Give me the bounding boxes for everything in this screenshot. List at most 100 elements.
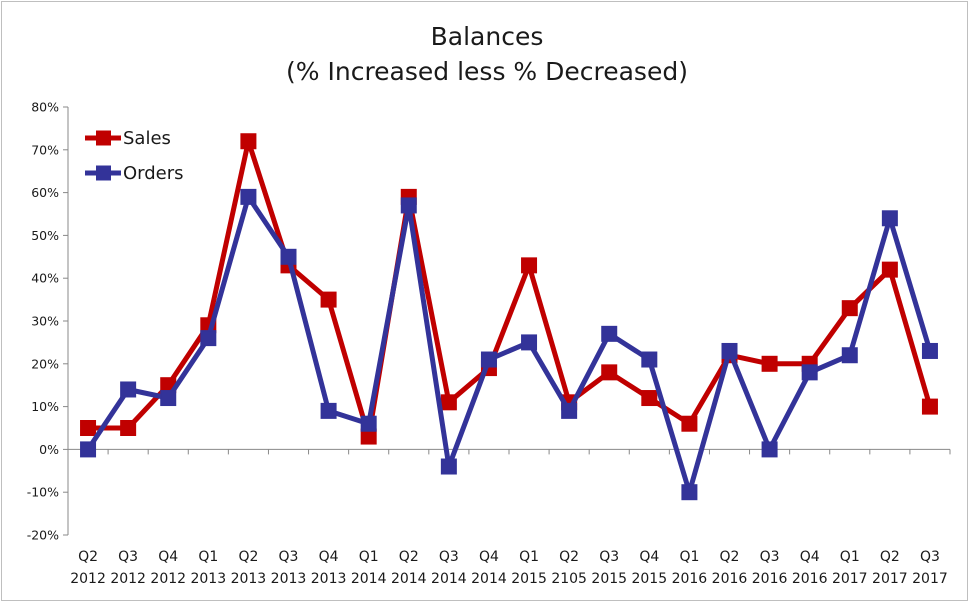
x-tick-label-year: 2012 xyxy=(150,571,186,587)
x-tick-label-year: 2016 xyxy=(752,571,788,587)
data-point-orders xyxy=(120,381,137,398)
x-axis-ticks: Q2 2012 Q3 2012 Q4 2012 Q1 2013 Q2 2013 Q3 2013 Q4 20… xyxy=(67,449,951,587)
x-tick-label-year: 2014 xyxy=(431,571,467,587)
legend-label-sales: Sales xyxy=(123,128,171,149)
x-tick-label-quarter: Q2 xyxy=(720,549,740,565)
data-point-orders xyxy=(641,351,658,368)
data-point-sales xyxy=(240,133,257,150)
data-point-orders xyxy=(681,484,698,501)
data-point-sales xyxy=(921,398,938,415)
data-point-orders xyxy=(841,347,858,364)
x-tick-label-quarter: Q4 xyxy=(479,549,499,565)
data-point-sales xyxy=(521,257,538,274)
x-tick-label-quarter: Q4 xyxy=(158,549,178,565)
y-tick-label: 60% xyxy=(31,185,59,200)
data-point-sales xyxy=(841,300,858,317)
x-tick-label-year: 2105 xyxy=(551,571,587,587)
data-point-sales xyxy=(440,394,457,411)
series-line-sales xyxy=(88,138,933,440)
x-tick-label-quarter: Q1 xyxy=(519,549,539,565)
series-line-orders xyxy=(85,194,933,495)
x-tick-label-quarter: Q2 xyxy=(559,549,579,565)
y-tick-label: 20% xyxy=(31,356,59,371)
legend-marker-sales xyxy=(96,130,111,146)
x-tick-label-year: 2014 xyxy=(351,571,387,587)
y-tick-label: 50% xyxy=(31,228,59,243)
data-point-orders xyxy=(240,188,257,205)
data-point-orders xyxy=(200,330,217,347)
legend-marker-orders xyxy=(96,165,111,181)
data-point-orders xyxy=(521,334,538,351)
y-tick-label: 10% xyxy=(31,399,59,414)
chart-subtitle: (% Increased less % Decreased) xyxy=(286,57,688,86)
data-point-sales xyxy=(761,355,778,372)
x-tick-label-year: 2017 xyxy=(912,571,948,587)
x-tick-label-year: 2017 xyxy=(832,571,868,587)
x-tick-label-year: 2016 xyxy=(712,571,748,587)
x-tick-label-year: 2013 xyxy=(311,571,347,587)
y-tick-label: -20% xyxy=(27,528,59,543)
data-point-sales xyxy=(881,261,898,278)
data-point-sales xyxy=(641,390,658,407)
data-point-orders xyxy=(440,458,457,475)
series-layer xyxy=(80,133,938,501)
data-point-sales xyxy=(80,420,97,436)
data-point-sales xyxy=(601,364,618,381)
data-point-orders xyxy=(921,342,938,359)
data-point-orders xyxy=(761,441,778,458)
data-point-sales xyxy=(681,415,698,432)
x-tick-label-quarter: Q3 xyxy=(279,549,299,565)
data-point-orders xyxy=(160,390,177,407)
x-tick-label-quarter: Q3 xyxy=(760,549,780,565)
y-axis-ticks: -20% -10% 0% 10% 20% 30% 40% 50% 60% 70% 80% xyxy=(27,100,68,543)
x-tick-label-year: 2017 xyxy=(872,571,908,587)
data-point-orders xyxy=(721,342,738,359)
x-tick-label-quarter: Q1 xyxy=(359,549,379,565)
data-point-orders xyxy=(80,441,97,458)
legend-label-orders: Orders xyxy=(123,163,184,184)
series-orders xyxy=(80,188,938,501)
data-point-sales xyxy=(320,291,337,308)
x-tick-label-year: 2013 xyxy=(190,571,226,587)
x-tick-label-quarter: Q4 xyxy=(639,549,659,565)
chart-title: Balances xyxy=(431,22,544,51)
x-tick-label-quarter: Q2 xyxy=(880,549,900,565)
x-tick-label-year: 2014 xyxy=(471,571,507,587)
x-tick-label-year: 2016 xyxy=(672,571,708,587)
x-tick-label-year: 2012 xyxy=(110,571,146,587)
series-sales xyxy=(80,133,938,445)
x-tick-label-year: 2013 xyxy=(271,571,307,587)
x-tick-label-quarter: Q2 xyxy=(238,549,258,565)
x-tick-label-quarter: Q1 xyxy=(840,549,860,565)
x-tick-label-quarter: Q3 xyxy=(599,549,619,565)
y-tick-label: 0% xyxy=(39,442,59,457)
x-tick-label-quarter: Q2 xyxy=(399,549,419,565)
y-tick-label: -10% xyxy=(27,485,59,500)
data-point-orders xyxy=(601,325,618,342)
data-point-orders xyxy=(480,351,497,368)
x-tick-label-year: 2015 xyxy=(591,571,627,587)
legend-item-sales: Sales xyxy=(85,128,171,149)
data-point-orders xyxy=(801,364,818,381)
y-tick-label: 30% xyxy=(31,314,59,329)
x-tick-label-quarter: Q1 xyxy=(198,549,218,565)
data-point-sales xyxy=(120,420,137,436)
x-tick-label-year: 2015 xyxy=(511,571,547,587)
x-tick-label-year: 2013 xyxy=(231,571,267,587)
x-tick-label-year: 2016 xyxy=(792,571,828,587)
y-tick-label: 40% xyxy=(31,271,59,286)
data-point-orders xyxy=(881,210,898,227)
data-point-orders xyxy=(360,415,377,432)
x-tick-label-year: 2015 xyxy=(631,571,667,587)
x-tick-label-year: 2012 xyxy=(70,571,106,587)
data-point-orders xyxy=(561,402,578,419)
x-tick-label-quarter: Q3 xyxy=(439,549,459,565)
data-point-orders xyxy=(400,197,417,214)
x-tick-label-quarter: Q3 xyxy=(118,549,138,565)
x-tick-label-quarter: Q2 xyxy=(78,549,98,565)
y-tick-label: 70% xyxy=(31,142,59,157)
x-tick-label-year: 2014 xyxy=(391,571,427,587)
data-point-orders xyxy=(320,402,337,419)
